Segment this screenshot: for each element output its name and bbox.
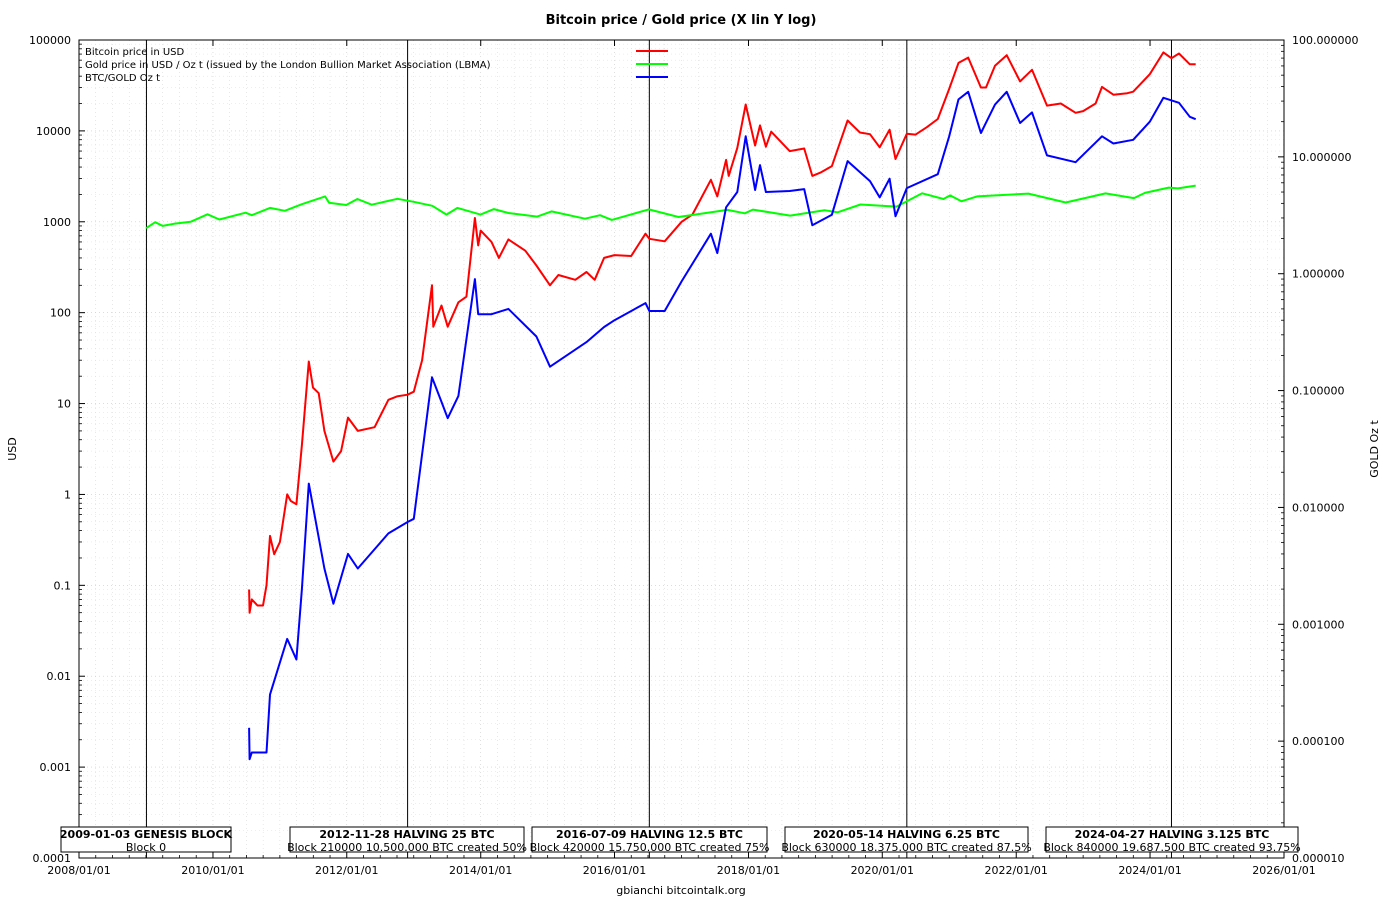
y-tick-label: 100: [50, 307, 71, 320]
y-axis-ticks: 0.0001 0.001 0.01 0.1 1 10 100 1000 10000 100000: [29, 34, 85, 865]
y-tick-label: 1: [64, 488, 71, 501]
x-tick-label: 2008/01/01: [47, 864, 110, 877]
annotation-detail: Block 630000 18.375.000 BTC created 87.5…: [781, 841, 1031, 854]
series-line-2: [145, 184, 1196, 230]
legend: Bitcoin price in USD Gold price in USD / …: [85, 47, 668, 84]
y2-axis-ticks: 0.000010 0.000100 0.001000 0.010000 0.100000…: [1278, 34, 1358, 865]
y2-tick-label: 0.000010: [1292, 852, 1345, 865]
annotation-detail: Block 0: [126, 841, 166, 854]
y2-tick-label: 0.100000: [1292, 385, 1345, 398]
y-tick-label: 100000: [29, 34, 71, 47]
y-tick-label: 0.01: [47, 670, 72, 683]
x-axis-ticks: 2008/01/01 2010/01/01 2012/01/01 2014/01/01…: [47, 40, 1316, 877]
legend-label: BTC/GOLD Oz t: [85, 73, 160, 84]
x-tick-label: 2022/01/01: [985, 864, 1048, 877]
y2-tick-label: 10.000000: [1292, 151, 1352, 164]
y2-tick-label: 0.010000: [1292, 501, 1345, 514]
series-line-3: [248, 90, 1197, 761]
y-tick-label: 10: [57, 398, 71, 411]
y-tick-label: 0.1: [54, 579, 72, 592]
y2-tick-label: 0.001000: [1292, 618, 1345, 631]
x-tick-label: 2026/01/01: [1252, 864, 1315, 877]
annotation-title: 2020-05-14 HALVING 6.25 BTC: [813, 828, 1000, 841]
y-tick-label: 0.001: [40, 761, 72, 774]
annotation-frame: [784, 826, 1029, 853]
annotation-title: 2009-01-03 GENESIS BLOCK: [60, 828, 233, 841]
x-tick-label: 2016/01/01: [583, 864, 646, 877]
annotation-title: 2024-04-27 HALVING 3.125 BTC: [1075, 828, 1270, 841]
y2-tick-label: 100.000000: [1292, 34, 1358, 47]
grid: [78, 39, 1285, 859]
x-tick-label: 2012/01/01: [315, 864, 378, 877]
annotation-detail: Block 840000 19.687.500 BTC created 93.7…: [1043, 841, 1300, 854]
y-tick-label: 10000: [36, 125, 71, 138]
halving-lines: [145, 40, 1172, 858]
legend-label: Bitcoin price in USD: [85, 47, 184, 58]
y2-axis-label: GOLD Oz t: [1368, 420, 1381, 478]
annotation-frame: [1045, 826, 1299, 853]
x-tick-label: 2020/01/01: [851, 864, 914, 877]
annotation-frame: [531, 826, 768, 853]
y-tick-label: 1000: [43, 216, 71, 229]
x-tick-label: 2018/01/01: [717, 864, 780, 877]
chart-footer: gbianchi bitcointalk.org: [616, 884, 745, 897]
annotation-title: 2012-11-28 HALVING 25 BTC: [319, 828, 494, 841]
annotation-detail: Block 420000 15.750.000 BTC created 75%: [530, 841, 770, 854]
y2-tick-label: 1.000000: [1292, 268, 1345, 281]
x-tick-label: 2014/01/01: [449, 864, 512, 877]
x-tick-label: 2010/01/01: [181, 864, 244, 877]
annotation-detail: Block 210000 10.500.000 BTC created 50%: [287, 841, 527, 854]
annotation-frame: [60, 826, 232, 853]
series-lines: [145, 51, 1197, 761]
x-tick-label: 2024/01/01: [1118, 864, 1181, 877]
y-tick-label: 0.0001: [33, 852, 72, 865]
y-axis-label: USD: [6, 437, 19, 461]
annotation-title: 2016-07-09 HALVING 12.5 BTC: [556, 828, 743, 841]
series-line-1: [248, 51, 1196, 614]
y2-tick-label: 0.000100: [1292, 735, 1345, 748]
chart-title: Bitcoin price / Gold price (X lin Y log): [546, 13, 817, 28]
legend-label: Gold price in USD / Oz t (issued by the …: [85, 60, 491, 71]
annotation-frame: [289, 826, 525, 853]
